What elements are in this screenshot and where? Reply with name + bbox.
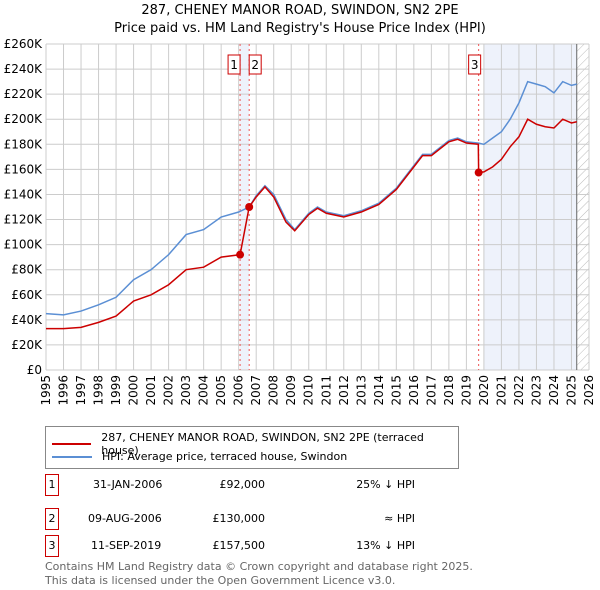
footer-copyright: Contains HM Land Registry data © Crown c… <box>45 560 473 573</box>
sale-row: 1 31-JAN-2006 £92,000 25% ↓ HPI <box>45 474 445 496</box>
x-tick-label: 1996 <box>57 375 71 406</box>
x-tick-label: 2002 <box>162 375 176 406</box>
x-tick-label: 1997 <box>74 375 88 406</box>
x-tick-label: 2009 <box>284 375 298 406</box>
y-tick-label: £180K <box>4 137 44 151</box>
x-tick-label: 2021 <box>494 375 508 406</box>
x-tick-label: 2023 <box>529 375 543 406</box>
y-tick-label: £0 <box>27 363 42 377</box>
y-tick-label: £260K <box>4 37 44 51</box>
legend: 287, CHENEY MANOR ROAD, SWINDON, SN2 2PE… <box>45 426 459 469</box>
sale-label: 2 <box>251 58 259 72</box>
sale-date: 11-SEP-2019 <box>91 539 162 552</box>
footer-licence: This data is licensed under the Open Gov… <box>45 574 396 587</box>
chart-title: 287, CHENEY MANOR ROAD, SWINDON, SN2 2PE <box>141 3 459 18</box>
sale-date: 09-AUG-2006 <box>88 512 162 525</box>
y-tick-label: £20K <box>11 338 43 352</box>
x-tick-label: 2025 <box>564 375 578 406</box>
x-tick-label: 2018 <box>442 375 456 406</box>
x-tick-label: 2014 <box>372 375 386 406</box>
y-tick-label: £100K <box>4 238 44 252</box>
sale-hpi: 13% ↓ HPI <box>356 539 415 552</box>
sale-label: 3 <box>471 58 479 72</box>
shaded-region <box>483 44 577 370</box>
legend-label: HPI: Average price, terraced house, Swin… <box>102 450 348 463</box>
x-tick-label: 2024 <box>547 375 561 406</box>
x-tick-label: 2007 <box>249 375 263 406</box>
sale-badge: 1 <box>45 474 59 496</box>
y-tick-label: £200K <box>4 112 44 126</box>
property-price-line <box>46 118 577 330</box>
x-tick-label: 2006 <box>232 375 246 406</box>
x-tick-label: 2022 <box>512 375 526 406</box>
shaded-region <box>240 44 250 370</box>
y-tick-label: £220K <box>4 87 44 101</box>
sale-hpi: ≈ HPI <box>384 512 415 525</box>
x-tick-label: 2026 <box>582 375 596 406</box>
sale-date: 31-JAN-2006 <box>93 478 163 491</box>
x-tick-label: 2003 <box>179 375 193 406</box>
x-tick-label: 2008 <box>267 375 281 406</box>
sale-point <box>245 203 254 211</box>
sale-price: £92,000 <box>219 478 266 491</box>
y-tick-label: £140K <box>4 187 44 201</box>
x-tick-label: 1998 <box>92 375 106 406</box>
legend-item-hpi: HPI: Average price, terraced house, Swin… <box>52 450 347 463</box>
y-tick-label: £60K <box>11 288 43 302</box>
sale-badge: 3 <box>45 535 59 557</box>
x-tick-label: 2017 <box>424 375 438 406</box>
sale-label: 1 <box>230 58 238 72</box>
x-tick-label: 1999 <box>109 375 123 406</box>
y-tick-label: £80K <box>11 263 43 277</box>
y-tick-label: £240K <box>4 62 44 76</box>
x-tick-label: 1995 <box>39 375 53 406</box>
x-tick-label: 2005 <box>214 375 228 406</box>
x-tick-label: 2011 <box>319 375 333 406</box>
legend-label: 287, CHENEY MANOR ROAD, SWINDON, SN2 2PE… <box>101 431 424 457</box>
chart-subtitle: Price paid vs. HM Land Registry's House … <box>114 21 486 36</box>
hpi-line <box>45 80 577 316</box>
x-tick-label: 2004 <box>197 375 211 406</box>
sale-badge: 2 <box>45 508 59 530</box>
y-tick-label: £160K <box>4 162 44 176</box>
sale-label-box <box>468 54 482 75</box>
x-tick-label: 2012 <box>337 375 351 406</box>
price-chart: 1995 1996 1997 1998 1999 2000 2001 2002 2003 2004… <box>4 37 596 406</box>
x-tick-label: 2016 <box>407 375 421 406</box>
sale-row: 3 11-SEP-2019 £157,500 13% ↓ HPI <box>45 535 445 557</box>
x-tick-label: 2013 <box>354 375 368 406</box>
x-tick-label: 2010 <box>302 375 316 406</box>
x-tick-label: 2019 <box>459 375 473 406</box>
sale-row: 2 09-AUG-2006 £130,000 ≈ HPI <box>45 508 445 530</box>
forecast-hatch <box>576 44 589 370</box>
x-tick-label: 2000 <box>127 375 141 406</box>
sale-label-box <box>248 54 262 75</box>
x-tick-label: 2001 <box>144 375 158 406</box>
sale-label-box <box>227 54 241 75</box>
sale-price: £130,000 <box>212 512 266 525</box>
sale-point <box>474 168 483 177</box>
sale-price: £157,500 <box>212 539 266 552</box>
x-tick-label: 2015 <box>389 375 403 406</box>
legend-item-property: 287, CHENEY MANOR ROAD, SWINDON, SN2 2PE… <box>52 431 458 457</box>
sale-point <box>236 250 245 259</box>
y-tick-label: £120K <box>4 213 44 227</box>
y-tick-label: £40K <box>11 313 43 327</box>
sale-hpi: 25% ↓ HPI <box>356 478 415 491</box>
x-tick-label: 2020 <box>477 375 491 406</box>
